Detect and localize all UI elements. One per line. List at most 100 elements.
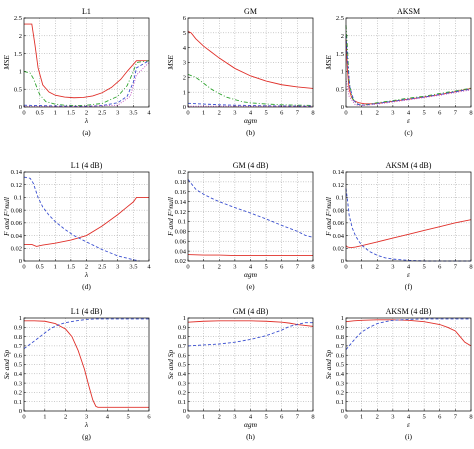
y-tick-label: 0.6 — [14, 352, 23, 359]
x-tick-label: 1 — [360, 414, 363, 421]
series-line-3 — [23, 60, 150, 107]
x-tick-label: 5 — [423, 110, 426, 117]
y-tick-label: 0.5 — [14, 362, 22, 369]
y-tick-label: 0.04 — [333, 233, 345, 240]
y-axis-label: MSE — [2, 55, 11, 71]
y-tick-label: 0 — [183, 408, 186, 415]
chart-title: L1 (4 dB) — [71, 161, 103, 170]
y-tick-label: 3 — [183, 60, 186, 67]
plot-frame — [23, 171, 150, 262]
y-tick-label: 0.14 — [11, 169, 23, 176]
series-line-4 — [345, 78, 472, 107]
y-tick-label: 1 — [183, 89, 186, 96]
x-tick-label: 8 — [311, 414, 314, 421]
plot-frame — [23, 317, 150, 412]
y-tick-label: 0.04 — [175, 248, 187, 255]
chart-title: GM (4 dB) — [233, 161, 269, 170]
plot-frame — [345, 17, 472, 108]
y-tick-label: 0.4 — [178, 371, 187, 378]
y-tick-label: 0 — [341, 104, 344, 111]
x-tick-label: 3.5 — [129, 110, 137, 117]
x-tick-label: 1.5 — [67, 264, 75, 271]
subplot-c: 0 1 2 3 4 5 6 7 8 0 0.5 1 1.5 2 2.5 AKSM ε MSE (c) — [324, 7, 473, 137]
y-tick-label: 2.5 — [336, 15, 344, 22]
subplot-caption: (c) — [404, 128, 413, 137]
y-tick-label: 0.3 — [178, 380, 186, 387]
x-tick-label: 0 — [344, 264, 347, 271]
y-tick-label: 0.2 — [14, 390, 22, 397]
y-tick-label: 0.02 — [333, 245, 344, 252]
y-tick-label: 1 — [341, 69, 344, 76]
x-tick-label: 7 — [454, 414, 458, 421]
x-tick-label: 2 — [376, 110, 379, 117]
y-tick-label: 0.9 — [178, 325, 186, 332]
series-line-2 — [345, 25, 472, 106]
y-tick-label: 0.08 — [333, 207, 344, 214]
y-tick-label: 0.6 — [336, 352, 345, 359]
y-tick-label: 0 — [19, 104, 22, 111]
series-line-2 — [187, 179, 314, 238]
x-tick-label: 0 — [22, 264, 25, 271]
y-tick-label: 0.1 — [178, 219, 186, 226]
y-tick-label: 0.5 — [14, 86, 22, 93]
y-axis-label: F and F^null — [324, 197, 333, 237]
y-axis-label: MSE — [324, 55, 333, 71]
y-tick-label: 0.7 — [178, 343, 187, 350]
chart-title: L1 (4 dB) — [71, 307, 103, 316]
series-line-3 — [187, 102, 314, 107]
subplot-f: 0 1 2 3 4 5 6 7 8 0 0.02 0.04 0.06 0.08 0.1 0.12 0.14 AKS… — [324, 161, 473, 291]
x-tick-label: 0.5 — [36, 110, 44, 117]
y-axis-label: Se and Sp — [166, 349, 175, 379]
y-tick-label: 0.04 — [11, 233, 23, 240]
x-tick-label: 6 — [438, 414, 442, 421]
x-tick-label: 0 — [186, 414, 189, 421]
x-tick-label: 8 — [469, 110, 472, 117]
x-tick-label: 7 — [296, 414, 300, 421]
series-line-2 — [23, 60, 150, 107]
x-tick-label: 7 — [296, 110, 300, 117]
x-tick-label: 1 — [202, 264, 205, 271]
series-line-1 — [345, 319, 472, 347]
x-tick-label: 7 — [454, 110, 458, 117]
y-tick-label: 0.16 — [175, 189, 187, 196]
plot-frame — [187, 17, 314, 108]
plot-frame — [187, 317, 314, 412]
y-tick-label: 0.6 — [178, 352, 187, 359]
y-tick-label: 0.4 — [14, 371, 23, 378]
x-tick-label: 5 — [265, 414, 268, 421]
subplot-caption: (h) — [246, 432, 255, 441]
y-tick-label: 1 — [19, 69, 22, 76]
x-tick-label: 0.5 — [36, 264, 44, 271]
x-tick-label: 1 — [360, 264, 363, 271]
y-tick-label: 0 — [341, 258, 344, 265]
chart-title: AKSM (4 dB) — [386, 307, 432, 316]
y-tick-label: 0 — [183, 104, 186, 111]
y-tick-label: 0.06 — [333, 220, 345, 227]
x-tick-label: 2 — [85, 110, 88, 117]
x-axis-label: ε — [407, 270, 410, 279]
y-axis-label: F and F^null — [166, 197, 175, 237]
x-tick-label: 5 — [265, 110, 268, 117]
x-tick-label: 3 — [391, 110, 394, 117]
x-tick-label: 2 — [218, 414, 221, 421]
x-tick-label: 2 — [64, 414, 67, 421]
x-tick-label: 1.5 — [67, 110, 75, 117]
y-tick-label: 2 — [341, 33, 344, 40]
y-tick-label: 0.14 — [175, 199, 187, 206]
series-line-1 — [24, 23, 149, 99]
x-tick-label: 4 — [407, 110, 411, 117]
x-tick-label: 1 — [54, 110, 57, 117]
series-line-2 — [23, 176, 140, 262]
x-tick-label: 0 — [344, 110, 347, 117]
x-tick-label: 8 — [311, 110, 314, 117]
x-tick-label: 4 — [106, 414, 110, 421]
y-axis-label: Se and Sp — [324, 349, 333, 379]
x-axis-label: λ — [84, 116, 89, 125]
subplot-d: 0 0.5 1 1.5 2 2.5 3 3.5 4 0 0.02 0.04 0.06 0.08 0.1 0.1… — [2, 161, 151, 291]
x-tick-label: 6 — [280, 110, 284, 117]
y-tick-label: 0.02 — [11, 245, 22, 252]
plot-frame — [187, 171, 314, 262]
x-tick-label: 2 — [218, 264, 221, 271]
y-tick-label: 0.08 — [175, 229, 186, 236]
y-tick-label: 6 — [183, 15, 187, 22]
